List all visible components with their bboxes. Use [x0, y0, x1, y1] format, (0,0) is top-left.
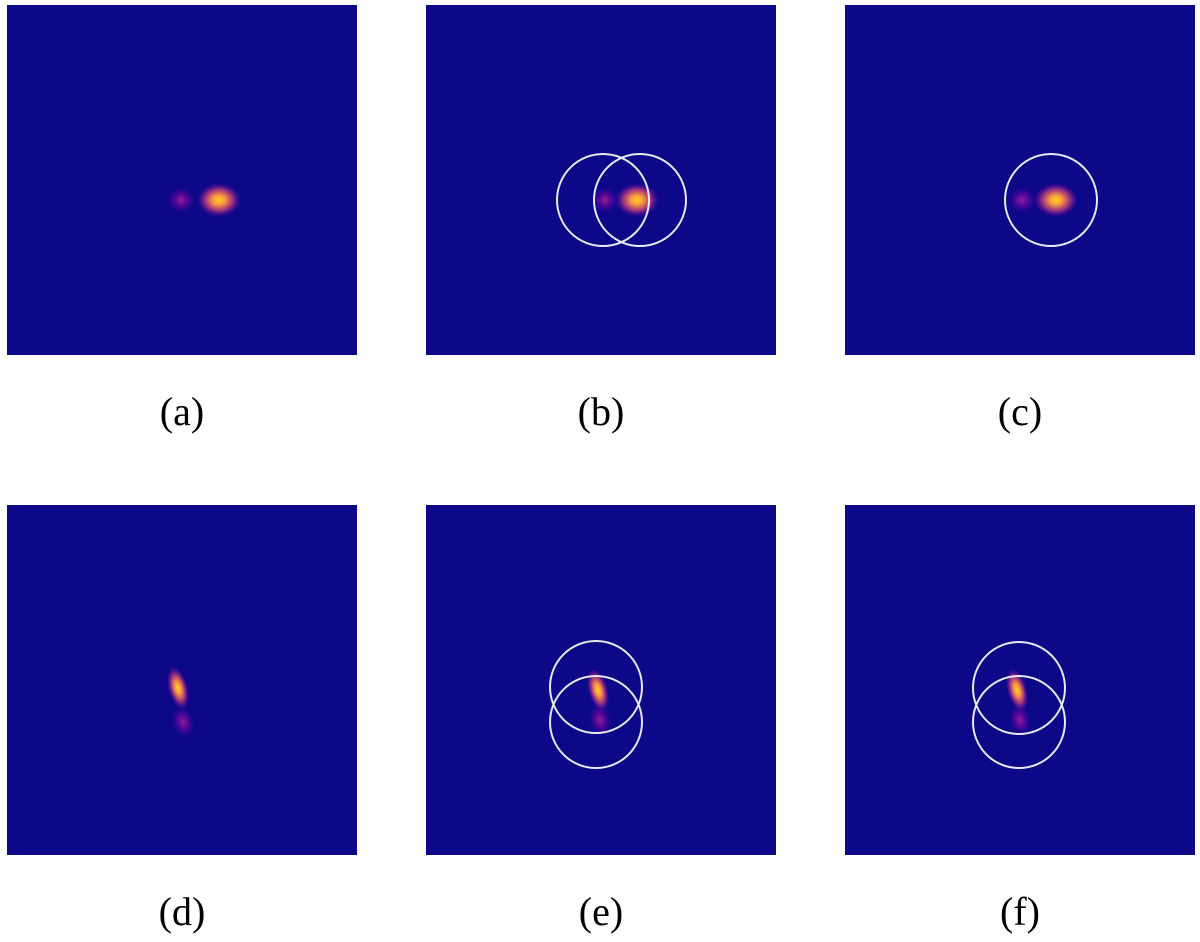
panel-label: (e)	[579, 889, 623, 934]
panel-label: (c)	[998, 389, 1042, 434]
panel-b	[426, 5, 776, 355]
panel-c	[845, 5, 1195, 355]
panel-label: (b)	[578, 389, 625, 434]
panel-d	[7, 505, 357, 855]
panel-a	[7, 5, 357, 355]
panel-f	[845, 505, 1195, 855]
panel-e	[426, 505, 776, 855]
panel-label: (d)	[159, 889, 206, 934]
panel-label: (a)	[160, 389, 204, 434]
panel-label: (f)	[1000, 889, 1040, 934]
